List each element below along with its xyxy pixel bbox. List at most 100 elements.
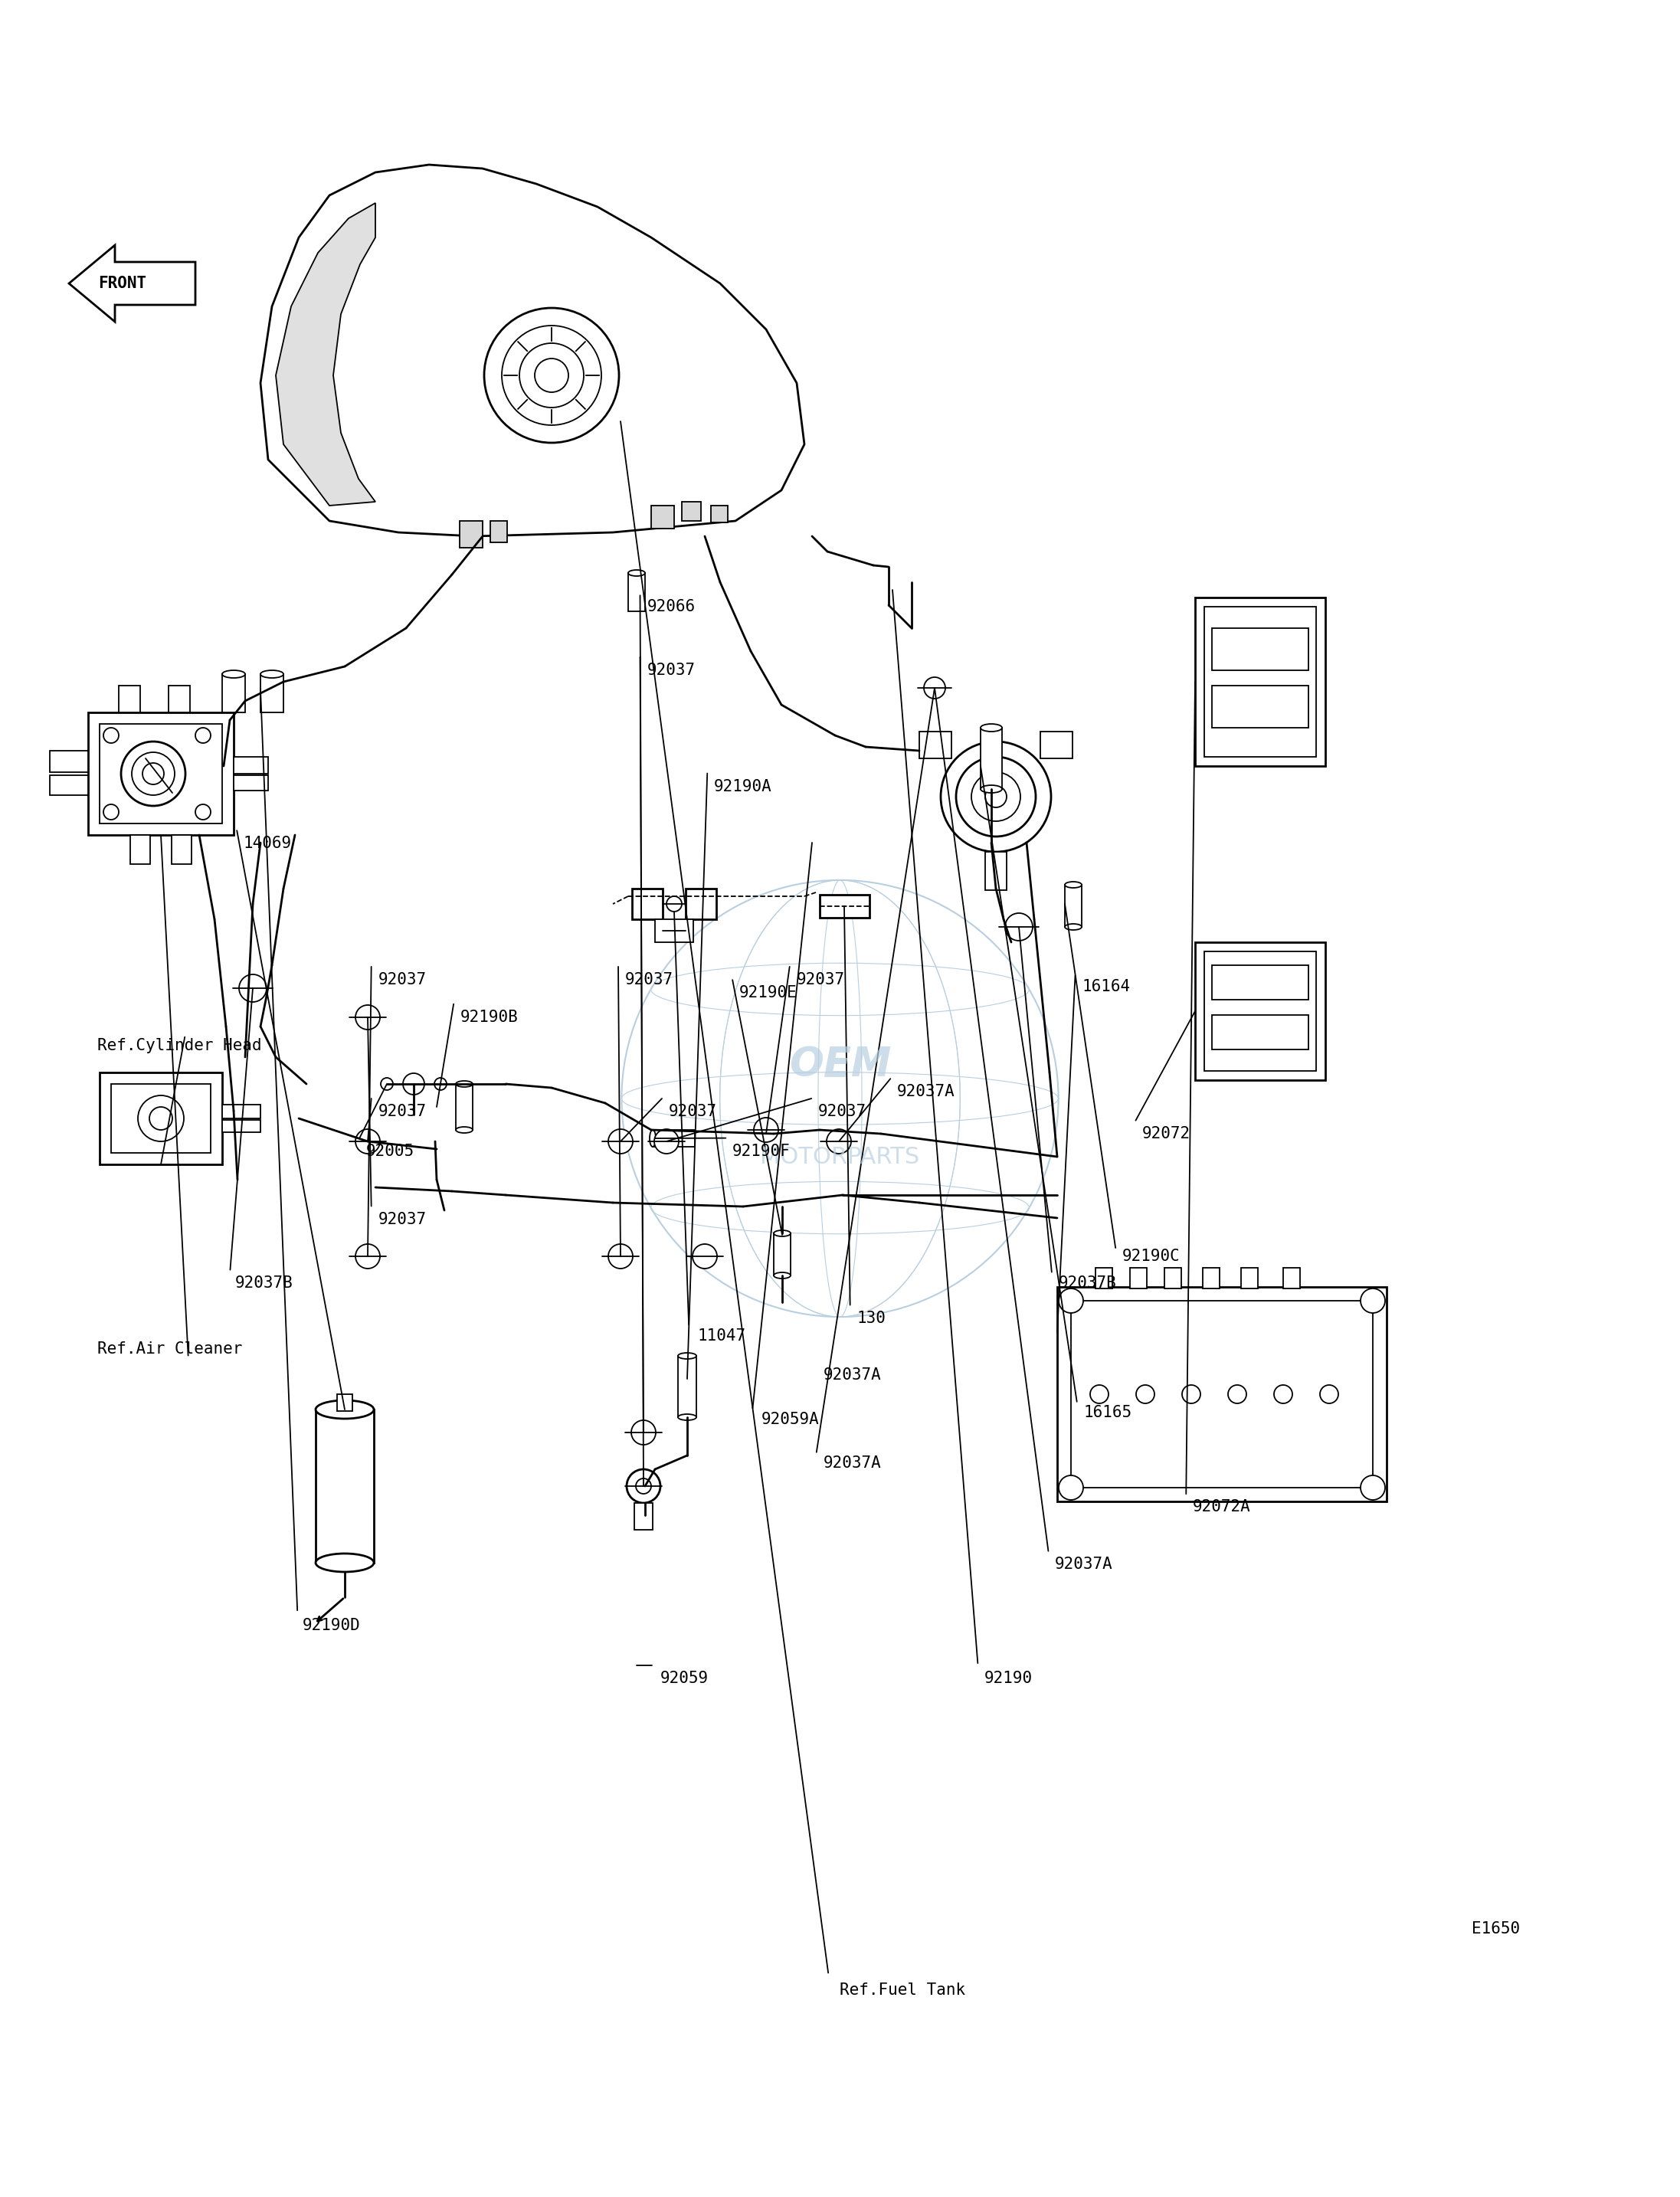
Bar: [111, 1083, 210, 1153]
Circle shape: [1058, 1287, 1084, 1314]
Circle shape: [941, 743, 1052, 852]
Bar: [87, 712, 234, 835]
Circle shape: [104, 727, 119, 743]
Bar: [1203, 1268, 1220, 1287]
Ellipse shape: [679, 1353, 697, 1360]
Ellipse shape: [981, 723, 1001, 732]
Bar: [652, 505, 674, 529]
Ellipse shape: [222, 670, 245, 679]
Bar: [1164, 1268, 1181, 1287]
Text: 16164: 16164: [1082, 980, 1131, 993]
Circle shape: [971, 771, 1020, 822]
Bar: [338, 1395, 353, 1410]
Text: 92190C: 92190C: [1122, 1250, 1181, 1263]
Circle shape: [754, 1118, 778, 1142]
Bar: [1211, 628, 1309, 670]
Ellipse shape: [774, 1230, 791, 1237]
Bar: [1211, 685, 1309, 727]
Ellipse shape: [1065, 881, 1082, 888]
Bar: [774, 1233, 791, 1276]
Polygon shape: [276, 202, 375, 505]
Bar: [222, 1105, 260, 1118]
Text: 92190D: 92190D: [302, 1619, 361, 1632]
Text: 92037: 92037: [378, 1213, 427, 1226]
Bar: [1205, 951, 1315, 1070]
Circle shape: [1136, 1384, 1154, 1404]
Circle shape: [150, 1107, 173, 1129]
Circle shape: [356, 1004, 380, 1030]
Circle shape: [1090, 1384, 1109, 1404]
Ellipse shape: [981, 784, 1001, 793]
Bar: [1070, 1301, 1373, 1487]
Circle shape: [239, 975, 267, 1002]
Bar: [1211, 1015, 1309, 1050]
Bar: [455, 1083, 472, 1129]
Circle shape: [1273, 1384, 1292, 1404]
Bar: [1205, 606, 1315, 756]
Ellipse shape: [1065, 925, 1082, 929]
Bar: [491, 521, 507, 543]
Bar: [99, 1072, 222, 1164]
Bar: [679, 1356, 697, 1417]
Text: 92037: 92037: [796, 973, 845, 986]
Ellipse shape: [316, 1553, 375, 1571]
Ellipse shape: [316, 1399, 375, 1419]
Text: 92037A: 92037A: [823, 1457, 882, 1470]
Text: 92072A: 92072A: [1193, 1501, 1252, 1514]
Text: 11047: 11047: [697, 1329, 746, 1342]
Text: 92190F: 92190F: [732, 1145, 791, 1158]
Circle shape: [1228, 1384, 1247, 1404]
Ellipse shape: [679, 1415, 697, 1419]
Polygon shape: [260, 165, 805, 536]
Circle shape: [356, 1244, 380, 1268]
Circle shape: [502, 325, 601, 426]
Text: Ref.Fuel Tank: Ref.Fuel Tank: [840, 1984, 966, 1997]
Circle shape: [121, 743, 185, 806]
Circle shape: [1361, 1476, 1384, 1501]
Bar: [711, 505, 727, 523]
Bar: [654, 1129, 696, 1147]
Bar: [919, 732, 951, 758]
Circle shape: [608, 1129, 633, 1153]
Circle shape: [1005, 914, 1033, 940]
Bar: [460, 521, 482, 547]
Bar: [1065, 885, 1082, 927]
Bar: [50, 751, 87, 771]
Text: 92059: 92059: [660, 1672, 709, 1685]
Circle shape: [1361, 1287, 1384, 1314]
Text: 92037A: 92037A: [1055, 1558, 1114, 1571]
Circle shape: [519, 343, 583, 406]
Circle shape: [654, 1129, 679, 1153]
Ellipse shape: [455, 1127, 472, 1134]
Circle shape: [924, 677, 946, 699]
Ellipse shape: [260, 670, 284, 679]
Text: 92072: 92072: [1142, 1127, 1191, 1140]
Bar: [981, 727, 1001, 789]
Circle shape: [195, 804, 210, 819]
Bar: [131, 835, 150, 863]
Circle shape: [632, 1419, 655, 1446]
Bar: [984, 852, 1006, 890]
Circle shape: [627, 1470, 660, 1503]
Bar: [1194, 598, 1326, 767]
Bar: [1284, 1268, 1300, 1287]
Circle shape: [381, 1079, 393, 1090]
Circle shape: [435, 1079, 447, 1090]
Bar: [635, 1503, 654, 1529]
Circle shape: [138, 1096, 183, 1142]
Bar: [1194, 943, 1326, 1081]
Circle shape: [984, 787, 1006, 808]
Circle shape: [692, 1244, 717, 1268]
Circle shape: [1320, 1384, 1339, 1404]
Bar: [1131, 1268, 1147, 1287]
Circle shape: [956, 756, 1037, 837]
Circle shape: [403, 1072, 425, 1094]
Bar: [685, 888, 716, 918]
Bar: [171, 835, 192, 863]
Text: 92037: 92037: [378, 973, 427, 986]
Text: MOTORPARTS: MOTORPARTS: [761, 1147, 919, 1169]
Bar: [628, 573, 645, 611]
Text: Ref.Air Cleaner: Ref.Air Cleaner: [97, 1342, 242, 1356]
Text: Ref.Cylinder Head: Ref.Cylinder Head: [97, 1039, 262, 1052]
Text: E1650: E1650: [1472, 1922, 1520, 1936]
